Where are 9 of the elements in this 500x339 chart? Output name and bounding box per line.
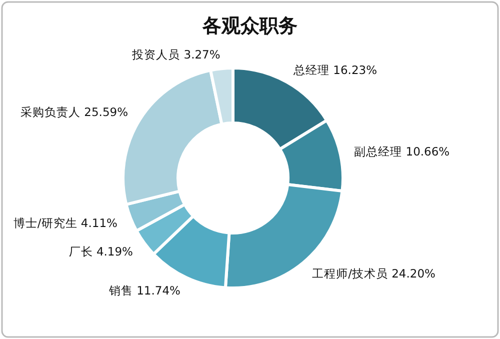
chart-title: 各观众职务 (202, 15, 298, 37)
slice-label: 采购负责人 25.59% (20, 104, 128, 119)
slice-label: 博士/研究生 4.11% (13, 216, 118, 230)
slice-label: 工程师/技术员 24.20% (312, 266, 436, 281)
slice-label: 销售 11.74% (108, 283, 181, 298)
slice-label: 副总经理 10.66% (354, 144, 450, 158)
slice-label: 总经理 16.23% (292, 62, 378, 77)
slice-label: 厂长 4.19% (68, 244, 134, 258)
slice-label: 投资人员 3.27% (131, 48, 220, 62)
